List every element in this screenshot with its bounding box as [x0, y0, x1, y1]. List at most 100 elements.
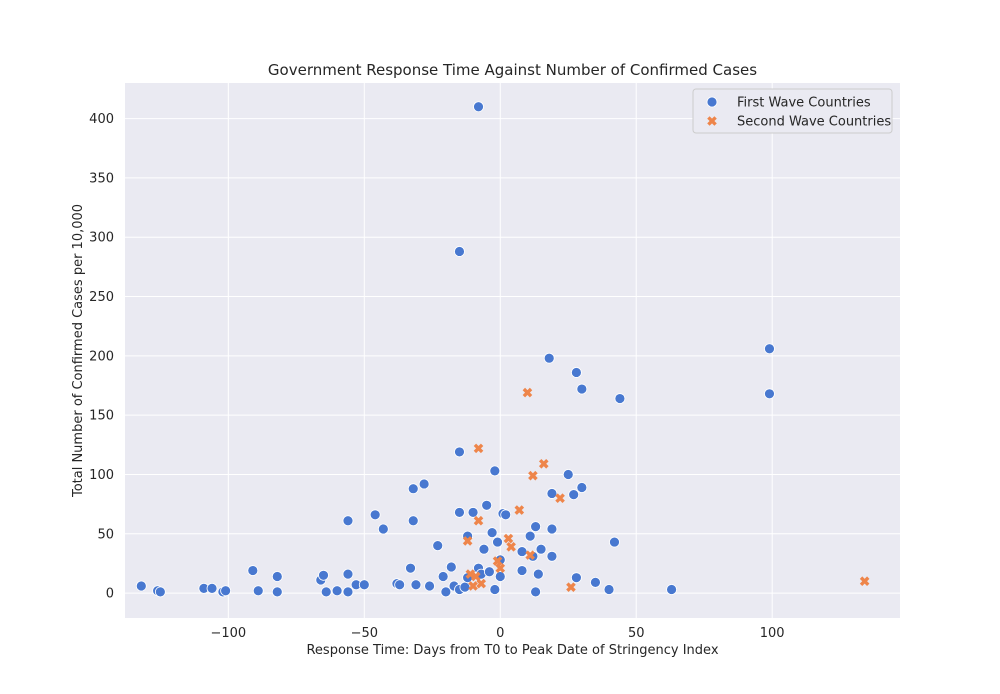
- data-point-first-wave: [500, 509, 512, 521]
- data-point-second-wave: [473, 515, 484, 526]
- data-point-first-wave: [342, 515, 354, 527]
- data-point-second-wave: [506, 542, 516, 552]
- x-tick-label: 0: [496, 626, 504, 641]
- data-point-second-wave: [522, 387, 533, 398]
- y-tick-labels: 0 50 100 150 200 250 300 350 400: [89, 112, 114, 602]
- data-point-second-wave: [473, 443, 484, 454]
- data-point-second-wave: [525, 550, 535, 560]
- data-point-first-wave: [437, 571, 449, 582]
- data-point-first-wave: [394, 579, 406, 591]
- data-point-first-wave: [432, 540, 444, 552]
- data-point-first-wave: [516, 546, 528, 557]
- data-point-first-wave: [543, 352, 555, 364]
- data-point-second-wave: [492, 556, 503, 566]
- data-point-first-wave: [481, 499, 493, 511]
- x-axis-label: Response Time: Days from T0 to Peak Date…: [306, 643, 718, 658]
- data-point-first-wave: [271, 586, 283, 598]
- data-point-first-wave: [377, 523, 389, 535]
- data-point-first-wave: [342, 586, 354, 598]
- data-point-first-wave: [614, 393, 626, 404]
- data-point-first-wave: [524, 530, 536, 542]
- data-point-second-wave: [465, 569, 476, 579]
- data-point-first-wave: [576, 482, 588, 493]
- data-point-first-wave: [571, 367, 582, 378]
- data-point-first-wave: [418, 478, 430, 490]
- chart-title: Government Response Time Against Number …: [268, 61, 757, 79]
- data-point-first-wave: [576, 383, 588, 395]
- data-point-second-wave: [462, 536, 473, 546]
- y-tick-label: 350: [89, 171, 114, 186]
- data-point-first-wave: [331, 585, 343, 597]
- data-point-first-wave: [454, 446, 465, 458]
- data-point-first-wave: [358, 579, 370, 591]
- data-point-first-wave: [405, 562, 416, 574]
- data-point-second-wave: [476, 578, 487, 589]
- data-point-first-wave: [492, 536, 503, 548]
- y-tick-label: 200: [89, 349, 114, 364]
- data-point-first-wave: [571, 572, 582, 584]
- data-point-first-wave: [489, 584, 501, 595]
- data-point-first-wave: [247, 565, 259, 576]
- data-point-first-wave: [369, 509, 381, 521]
- data-point-first-wave: [546, 550, 558, 562]
- data-point-second-wave: [528, 470, 538, 481]
- data-point-first-wave: [424, 580, 435, 592]
- plot-area: [125, 83, 900, 618]
- legend-marker-second-wave: [707, 116, 717, 126]
- data-point-first-wave: [546, 488, 558, 499]
- data-point-second-wave: [468, 581, 478, 591]
- x-tick-label: 100: [760, 626, 785, 641]
- y-tick-label: 100: [89, 468, 114, 483]
- data-point-first-wave: [590, 577, 601, 588]
- data-point-first-wave: [271, 571, 283, 582]
- y-tick-label: 150: [89, 409, 114, 424]
- data-point-first-wave: [220, 585, 232, 597]
- data-point-first-wave: [154, 586, 166, 598]
- data-point-first-wave: [532, 568, 544, 580]
- legend-label-first-wave: First Wave Countries: [737, 96, 871, 111]
- legend: First Wave Countries Second Wave Countri…: [692, 88, 893, 134]
- data-point-first-wave: [764, 388, 775, 400]
- data-point-first-wave: [478, 543, 490, 555]
- data-point-first-wave: [530, 586, 542, 598]
- data-point-first-wave: [666, 584, 677, 595]
- data-point-first-wave: [440, 586, 452, 598]
- data-point-first-wave: [546, 523, 558, 535]
- data-point-first-wave: [486, 527, 498, 538]
- data-point-first-wave: [318, 569, 329, 581]
- data-point-first-wave: [252, 585, 264, 597]
- x-tick-labels: −100 −50 0 50 100: [210, 626, 784, 641]
- data-point-first-wave: [516, 565, 528, 576]
- data-point-first-wave: [342, 568, 354, 580]
- data-point-first-wave: [494, 571, 506, 582]
- data-point-first-wave: [473, 101, 484, 113]
- data-point-first-wave: [603, 584, 615, 595]
- data-point-second-wave: [495, 563, 506, 573]
- legend-marker-first-wave: [706, 96, 718, 108]
- x-tick-label: −100: [210, 626, 246, 641]
- data-point-second-wave: [566, 582, 576, 592]
- data-point-first-wave: [445, 561, 457, 573]
- data-point-first-wave: [489, 465, 501, 477]
- data-point-first-wave: [568, 489, 580, 501]
- data-points: [135, 101, 870, 598]
- data-point-second-wave: [503, 533, 514, 544]
- data-point-second-wave: [470, 571, 481, 582]
- data-point-first-wave: [454, 246, 465, 257]
- x-tick-label: −50: [351, 626, 378, 641]
- y-axis-label: Total Number of Confirmed Cases per 10,0…: [71, 204, 86, 498]
- data-point-first-wave: [454, 507, 465, 518]
- data-point-first-wave: [410, 579, 422, 591]
- data-point-first-wave: [135, 580, 147, 592]
- data-point-second-wave: [514, 505, 525, 515]
- data-point-second-wave: [555, 493, 565, 503]
- data-point-first-wave: [530, 521, 542, 533]
- data-point-first-wave: [407, 515, 419, 527]
- data-point-second-wave: [859, 576, 870, 587]
- y-tick-label: 50: [97, 527, 114, 542]
- y-tick-label: 250: [89, 290, 114, 305]
- y-tick-label: 300: [89, 231, 114, 246]
- data-point-first-wave: [320, 586, 332, 598]
- data-point-first-wave: [764, 343, 775, 355]
